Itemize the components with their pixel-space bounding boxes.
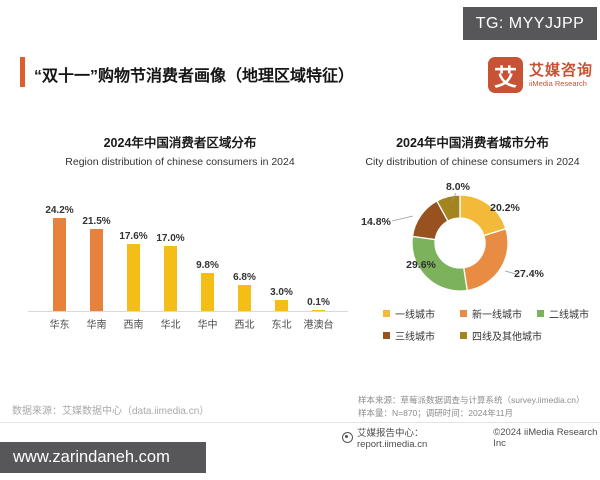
legend-item: 新一线城市 — [460, 306, 526, 321]
bar-value-label: 0.1% — [307, 297, 330, 308]
bar-category-label: 西南 — [123, 320, 144, 331]
legend-item: 一线城市 — [383, 306, 449, 321]
sample-source-note: 样本来源：草莓派数据调查与计算系统（survey.iimedia.cn） 样本量… — [358, 394, 585, 420]
logo-name-cn: 艾媒咨询 — [529, 61, 594, 79]
donut-slice-新一线城市 — [463, 227, 509, 292]
x-axis-line — [28, 311, 348, 312]
sample-source-line: 样本来源：草莓派数据调查与计算系统（survey.iimedia.cn） — [358, 395, 585, 405]
donut-chart-title: 2024年中国消费者城市分布 — [396, 136, 549, 150]
bar-value-label: 17.6% — [119, 230, 148, 242]
iimedia-logo-icon: 艾 — [488, 57, 523, 93]
legend-label: 二线城市 — [549, 310, 589, 321]
title-accent-bar — [20, 57, 25, 87]
donut-legend: 一线城市 新一线城市 二线城市 三线城市 四线及其他城市 — [383, 306, 600, 350]
label-leader-line — [451, 192, 457, 202]
legend-label: 一线城市 — [395, 310, 435, 321]
footer-report-bar: 艾媒报告中心：report.iimedia.cn ©2024 iiMedia R… — [342, 425, 600, 450]
legend-label: 新一线城市 — [472, 310, 522, 321]
bar-column: 17.0% — [152, 190, 189, 311]
telegram-watermark-badge: TG: MYYJJPP — [463, 7, 597, 40]
donut-svg: 20.2% 27.4% 29.6% 14.8% 8.0% — [361, 181, 545, 292]
logo-name-en: iiMedia Research — [529, 78, 587, 88]
legend-swatch — [537, 310, 544, 317]
legend-row-2: 三线城市 四线及其他城市 — [383, 328, 600, 343]
report-center-text: 艾媒报告中心：report.iimedia.cn — [357, 428, 428, 450]
bar-column: 9.8% — [189, 190, 226, 311]
bar-chart-subtitle: Region distribution of chinese consumers… — [65, 156, 295, 168]
legend-swatch — [383, 332, 390, 339]
donut-value-label: 8.0% — [446, 181, 471, 193]
bar-value-label: 21.5% — [82, 215, 111, 227]
bar — [312, 310, 325, 311]
region-bar-chart: 2024年中国消费者区域分布 Region distribution of ch… — [20, 132, 348, 342]
bar-categories: 华东 华南 西南 华北 华中 西北 东北 港澳台 — [41, 316, 337, 331]
website-watermark-badge: www.zarindaneh.com — [0, 442, 206, 473]
bar-category-label: 西北 — [234, 320, 255, 331]
bar — [238, 284, 251, 311]
city-donut-chart: 2024年中国消费者城市分布 City distribution of chin… — [350, 132, 595, 352]
donut-value-label: 27.4% — [514, 268, 544, 280]
footer-divider — [0, 422, 600, 423]
donut-chart-subtitle: City distribution of chinese consumers i… — [365, 156, 580, 168]
bar-column: 6.8% — [226, 190, 263, 311]
bar-column: 24.2% — [41, 190, 78, 311]
bar-columns: 24.2% 21.5% 17.6% 17.0% 9.8% 6.8% 3.0% 0.1% — [41, 190, 337, 311]
bar-value-label: 9.8% — [196, 260, 219, 272]
donut-value-label: 20.2% — [490, 202, 520, 214]
legend-item: 二线城市 — [537, 306, 600, 321]
bar-value-label: 17.0% — [156, 232, 185, 244]
bar-category-label: 华南 — [86, 320, 107, 331]
bar — [275, 299, 288, 311]
bar-column: 0.1% — [300, 190, 337, 311]
bar — [90, 228, 103, 311]
bar-column: 3.0% — [263, 190, 300, 311]
copyright-text: ©2024 iiMedia Research Inc — [493, 426, 598, 449]
bar-category-label: 华中 — [197, 320, 218, 331]
bar-chart-title: 2024年中国消费者区域分布 — [103, 136, 257, 150]
bar — [201, 273, 214, 311]
legend-swatch — [460, 310, 467, 317]
bar-value-label: 6.8% — [233, 271, 256, 283]
bar-column: 17.6% — [115, 190, 152, 311]
legend-item: 四线及其他城市 — [460, 328, 542, 343]
legend-swatch — [460, 332, 467, 339]
bar-category-label: 港澳台 — [303, 320, 334, 331]
bar — [53, 218, 66, 311]
bar-value-label: 3.0% — [270, 286, 293, 298]
legend-row-1: 一线城市 新一线城市 二线城市 — [383, 306, 600, 321]
donut-value-label: 29.6% — [406, 259, 436, 271]
bar-value-label: 24.2% — [45, 205, 74, 217]
legend-swatch — [383, 310, 390, 317]
bar — [164, 245, 177, 311]
legend-label: 四线及其他城市 — [472, 332, 542, 343]
bar-column: 21.5% — [78, 190, 115, 311]
data-source-note: 数据来源：艾媒数据中心（data.iimedia.cn） — [12, 406, 210, 417]
bar-category-label: 东北 — [271, 320, 292, 331]
logo-text: 艾媒咨询 iiMedia Research — [529, 63, 593, 88]
donut-value-label: 14.8% — [361, 216, 391, 228]
iimedia-mini-logo-icon — [342, 432, 353, 443]
legend-label: 三线城市 — [395, 332, 435, 343]
bar-category-label: 华东 — [49, 320, 70, 331]
donut-slice-四线及其他城市 — [435, 194, 461, 222]
label-leader-line — [391, 215, 414, 222]
bar — [127, 243, 140, 311]
sample-size-line: 样本量：N=870；调研时间：2024年11月 — [358, 408, 514, 418]
bar-category-label: 华北 — [160, 320, 181, 331]
label-leader-line — [504, 270, 517, 275]
legend-item: 三线城市 — [383, 328, 449, 343]
page-title: “双十一”购物节消费者画像（地理区域特征） — [34, 68, 355, 85]
iimedia-logo: 艾 艾媒咨询 iiMedia Research — [488, 57, 593, 93]
